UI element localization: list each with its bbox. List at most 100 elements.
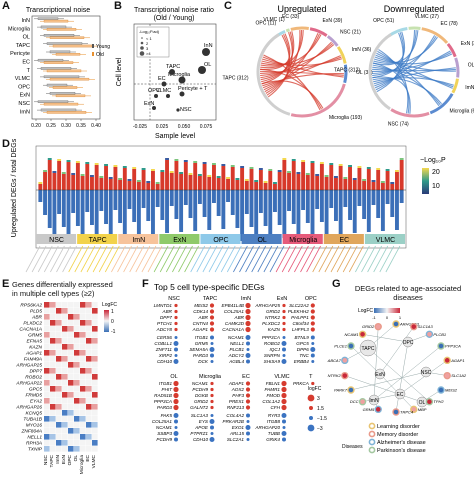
pvalue-cap — [189, 173, 193, 175]
heat-cell — [86, 326, 92, 332]
gene-node-label: PLCE1 — [334, 344, 347, 349]
cell-type-label: OL — [23, 35, 30, 41]
heat-cell — [74, 374, 80, 380]
gene-node — [411, 324, 417, 330]
down-bar — [372, 190, 376, 205]
down-dot — [247, 348, 250, 351]
heat-cell — [68, 416, 74, 422]
go-term-stub — [343, 246, 357, 272]
down-bar — [282, 190, 286, 238]
up-dot — [210, 327, 214, 331]
cell-type-label: NSC — [18, 101, 30, 107]
chord-label: TAPC (312) — [334, 67, 360, 73]
go-term-stub — [282, 246, 296, 272]
gene-node-label: PLCB1 — [433, 332, 446, 337]
gene-label: CACNA1A — [222, 327, 244, 332]
gene-label: FMOD — [266, 393, 280, 398]
gene-label: FBLN1 — [266, 381, 281, 386]
pvalue-cap — [296, 172, 300, 174]
point-label: EC — [158, 76, 166, 82]
heat-cell — [62, 332, 68, 338]
heat-cell — [86, 422, 92, 428]
heat-cell — [80, 440, 86, 446]
up-bar — [348, 167, 352, 190]
gene-label: AOX2 — [231, 387, 245, 392]
logfc-legend: LogFC 1 0 -1 — [102, 302, 117, 335]
legend-title: LogFC — [358, 308, 373, 314]
down-dot — [210, 426, 214, 430]
heat-cell — [68, 326, 74, 332]
gene-label: CERS6 — [157, 335, 173, 340]
cell-type-label: T — [27, 68, 31, 74]
heat-cell — [92, 440, 98, 446]
heat-cell — [50, 374, 56, 380]
heat-cell — [74, 392, 80, 398]
panel-title: Top 5 cell type-specific DEGs — [154, 282, 265, 292]
up-dot — [246, 399, 250, 403]
gene-label: MEIS2 — [194, 303, 208, 308]
go-term-stub — [69, 246, 83, 272]
scatter-point — [166, 94, 170, 98]
up-bar — [118, 180, 122, 190]
up-dot — [245, 315, 250, 320]
gene-label: SSBP3 — [157, 431, 172, 436]
chord-segment — [286, 30, 289, 31]
legend-tick: 0 — [111, 319, 114, 325]
go-term-stub — [374, 246, 388, 272]
disease-legend-swatch — [369, 423, 374, 428]
heat-cell — [80, 446, 86, 452]
heat-cell — [68, 356, 74, 362]
gene-node-label: SLC1A2 — [451, 373, 467, 378]
disease-network: LogFC -1 0 1 TAPCExNOPCImNECNSCOLARHGEF3… — [330, 278, 474, 474]
heat-cell — [86, 350, 92, 356]
gene-label: NCAM1 — [156, 425, 173, 430]
up-bar — [221, 166, 225, 190]
down-dot — [175, 354, 178, 357]
heat-cell — [86, 338, 92, 344]
heat-cell — [50, 434, 56, 440]
go-term-stub — [203, 246, 217, 272]
celltype-heading: TAPC — [203, 296, 217, 302]
heat-cell — [80, 380, 86, 386]
down-bar — [292, 190, 296, 224]
up-bar — [287, 173, 291, 190]
chord-label: NSC (74) — [388, 122, 409, 128]
heat-cell — [62, 392, 68, 398]
heat-cell — [44, 362, 50, 368]
heat-cell — [68, 314, 74, 320]
pvalue-cap — [104, 164, 108, 166]
heat-cell — [44, 314, 50, 320]
gene-label: EXO1 — [232, 425, 245, 430]
x-tick-label: 0.35 — [76, 123, 86, 129]
go-term-stub — [264, 246, 278, 272]
chord-segment — [389, 29, 407, 36]
down-bar — [109, 190, 113, 237]
panel-label: D — [2, 138, 10, 150]
pvalue-cap — [193, 161, 197, 163]
up-bar — [90, 177, 94, 190]
disease-legend-label: Parkinson's disease — [377, 448, 426, 454]
heat-cell — [80, 434, 86, 440]
up-bar — [390, 184, 394, 190]
column-label: OPC — [67, 454, 73, 465]
gene-label: PAK5 — [161, 413, 173, 418]
go-term-stub — [246, 246, 260, 272]
down-bar — [320, 190, 324, 222]
down-bar — [123, 190, 127, 236]
heat-cell — [68, 440, 74, 446]
up-dot — [210, 400, 213, 403]
cell-type-label: VLMC — [15, 76, 30, 82]
down-dot — [210, 419, 215, 424]
celltype-heading: VLMC — [274, 374, 289, 380]
x-tick-label: 0.40 — [91, 123, 101, 129]
heat-cell — [56, 398, 62, 404]
old-box — [53, 86, 77, 88]
up-bar — [320, 164, 324, 190]
down-bar — [348, 190, 352, 220]
heat-cell — [86, 446, 92, 452]
up-dot — [281, 387, 286, 392]
down-bar — [390, 190, 394, 217]
heat-cell — [80, 392, 86, 398]
down-bar — [325, 190, 329, 235]
